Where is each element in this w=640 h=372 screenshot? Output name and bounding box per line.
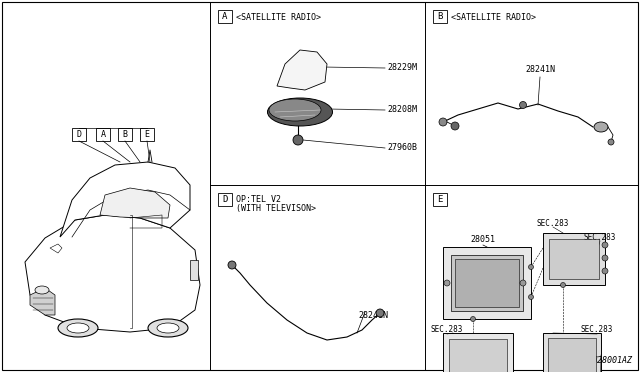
Circle shape	[529, 264, 534, 269]
Circle shape	[451, 122, 459, 130]
Text: B: B	[437, 12, 443, 21]
Text: 28241N: 28241N	[525, 65, 555, 74]
Text: <SATELLITE RADIO>: <SATELLITE RADIO>	[451, 13, 536, 22]
Circle shape	[444, 280, 450, 286]
Polygon shape	[60, 162, 190, 237]
Text: SEC.283: SEC.283	[431, 326, 463, 334]
Polygon shape	[50, 244, 62, 253]
Text: SEC.283: SEC.283	[581, 326, 613, 334]
Circle shape	[439, 118, 447, 126]
Circle shape	[529, 295, 534, 299]
Ellipse shape	[35, 286, 49, 294]
Bar	[433, 10, 447, 23]
Text: 28208M: 28208M	[387, 105, 417, 113]
Text: OP:TEL V2: OP:TEL V2	[236, 195, 281, 203]
Ellipse shape	[269, 99, 321, 121]
Ellipse shape	[268, 98, 333, 126]
Ellipse shape	[157, 323, 179, 333]
Bar	[451, 255, 523, 311]
Text: D: D	[77, 130, 81, 139]
Polygon shape	[30, 288, 55, 315]
Bar	[190, 260, 198, 280]
Bar	[543, 333, 601, 372]
Ellipse shape	[58, 319, 98, 337]
Bar	[549, 239, 599, 279]
Circle shape	[228, 261, 236, 269]
Bar	[455, 259, 519, 307]
Bar	[433, 193, 447, 206]
Text: B: B	[122, 130, 127, 139]
Text: D: D	[222, 195, 228, 204]
Bar	[548, 338, 596, 372]
Circle shape	[470, 317, 476, 321]
Text: 28241N: 28241N	[358, 311, 388, 320]
Text: A: A	[100, 130, 106, 139]
Polygon shape	[25, 215, 200, 332]
Text: (WITH TELEVISON>: (WITH TELEVISON>	[236, 205, 316, 214]
Text: A: A	[222, 12, 228, 21]
Bar	[140, 128, 154, 141]
Text: E: E	[437, 195, 443, 204]
Circle shape	[561, 282, 566, 288]
Circle shape	[376, 309, 384, 317]
Circle shape	[608, 139, 614, 145]
Text: J28001AZ: J28001AZ	[592, 356, 632, 365]
Text: 28051: 28051	[470, 235, 495, 244]
Bar	[96, 128, 110, 141]
Text: 28229M: 28229M	[387, 62, 417, 71]
Circle shape	[602, 268, 608, 274]
Bar	[118, 128, 132, 141]
Bar	[543, 233, 605, 285]
Text: SEC.283: SEC.283	[537, 218, 569, 228]
Bar	[443, 247, 531, 319]
Circle shape	[602, 255, 608, 261]
Text: E: E	[145, 130, 150, 139]
Ellipse shape	[148, 319, 188, 337]
Circle shape	[293, 135, 303, 145]
Bar	[443, 333, 513, 372]
Polygon shape	[277, 50, 327, 90]
Ellipse shape	[594, 122, 608, 132]
Bar	[449, 339, 507, 372]
Bar	[218, 193, 232, 206]
Polygon shape	[100, 188, 170, 218]
Circle shape	[520, 102, 527, 109]
Text: 27960B: 27960B	[387, 142, 417, 151]
Circle shape	[602, 242, 608, 248]
Ellipse shape	[67, 323, 89, 333]
Text: SEC.283: SEC.283	[584, 232, 616, 241]
Bar	[218, 10, 232, 23]
Circle shape	[520, 280, 526, 286]
Text: <SATELLITE RADIO>: <SATELLITE RADIO>	[236, 13, 321, 22]
Bar	[72, 128, 86, 141]
